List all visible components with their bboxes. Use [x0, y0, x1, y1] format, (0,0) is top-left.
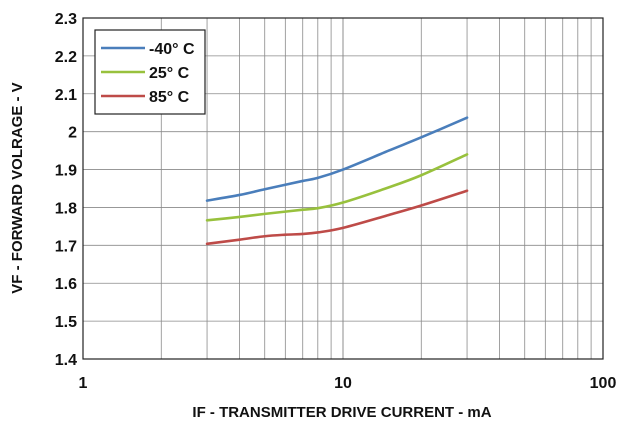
y-tick-label: 1.6 [55, 276, 77, 293]
series-lines [205, 116, 469, 246]
y-tick-label: 1.8 [55, 200, 77, 217]
y-tick-label: 1.4 [55, 352, 77, 369]
y-tick-label: 2.3 [55, 11, 77, 28]
legend: -40° C 25° C 85° C [94, 29, 206, 115]
plot-area-border [82, 17, 604, 360]
x-tick-label: 100 [590, 375, 617, 392]
series-line-0 [205, 116, 469, 202]
y-axis-title: VF - FORWARD VOLRAGE - V [9, 82, 26, 293]
x-tick-label: 10 [334, 375, 352, 392]
y-tick-label: 1.9 [55, 163, 77, 180]
legend-label-2: 85° C [149, 89, 190, 106]
tick-labels: 1.4 1.5 1.6 1.7 1.8 1.9 2 2.1 2.2 2.3 1 10 100 [55, 11, 617, 392]
y-tick-label: 2 [68, 125, 77, 142]
legend-label-1: 25° C [149, 65, 190, 82]
x-tick-label: 1 [79, 375, 88, 392]
y-tick-label: 2.2 [55, 49, 77, 66]
x-axis-title: IF - TRANSMITTER DRIVE CURRENT - mA [192, 404, 491, 421]
y-tick-label: 1.7 [55, 238, 77, 255]
series-line-1 [205, 153, 469, 222]
series-line-2 [205, 189, 469, 246]
legend-label-0: -40° C [149, 41, 195, 58]
y-tick-label: 2.1 [55, 87, 77, 104]
y-tick-label: 1.5 [55, 314, 77, 331]
